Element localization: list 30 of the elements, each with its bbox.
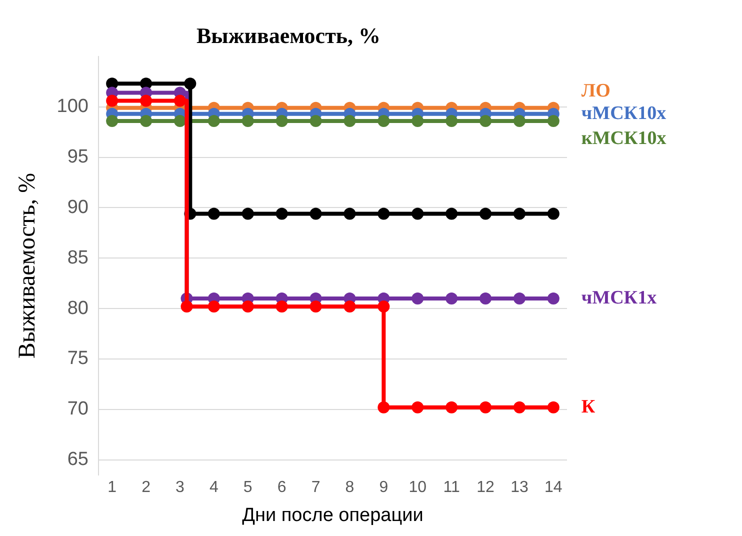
x-tick-label: 7 — [311, 479, 320, 496]
x-tick-label: 12 — [476, 479, 495, 496]
x-tick-label: 6 — [277, 479, 286, 496]
chart-title: Выживаемость, % — [196, 22, 381, 48]
y-axis-title: Выживаемость, % — [14, 172, 41, 359]
y-tick-label: 80 — [67, 298, 88, 319]
x-tick-label: 2 — [142, 479, 151, 496]
x-tick-label: 1 — [108, 479, 117, 496]
series-label: К — [581, 396, 596, 418]
x-tick-label: 3 — [176, 479, 185, 496]
y-tick-label: 95 — [67, 146, 88, 168]
series-label: ЛО — [581, 80, 610, 102]
y-tick-label: 70 — [67, 398, 88, 420]
x-tick-label: 9 — [379, 479, 388, 496]
series-label: чМСК10х — [581, 102, 667, 124]
y-tick-label: 100 — [56, 96, 88, 118]
series-label: чМСК1х — [581, 287, 658, 308]
series-label: кМСК10х — [581, 128, 667, 149]
y-tick-label: 90 — [67, 196, 88, 218]
x-tick-label: 8 — [345, 479, 354, 496]
x-tick-label: 5 — [243, 479, 252, 496]
x-tick-label: 13 — [510, 479, 528, 496]
y-tick-label: 85 — [67, 247, 88, 268]
x-tick-label: 4 — [209, 479, 218, 496]
y-tick-label: 65 — [67, 449, 88, 470]
x-tick-label: 14 — [544, 479, 562, 496]
x-tick-label: 10 — [408, 479, 427, 496]
x-axis-title: Дни после операции — [242, 504, 424, 526]
x-tick-label: 11 — [443, 479, 460, 496]
y-tick-label: 75 — [67, 348, 88, 370]
